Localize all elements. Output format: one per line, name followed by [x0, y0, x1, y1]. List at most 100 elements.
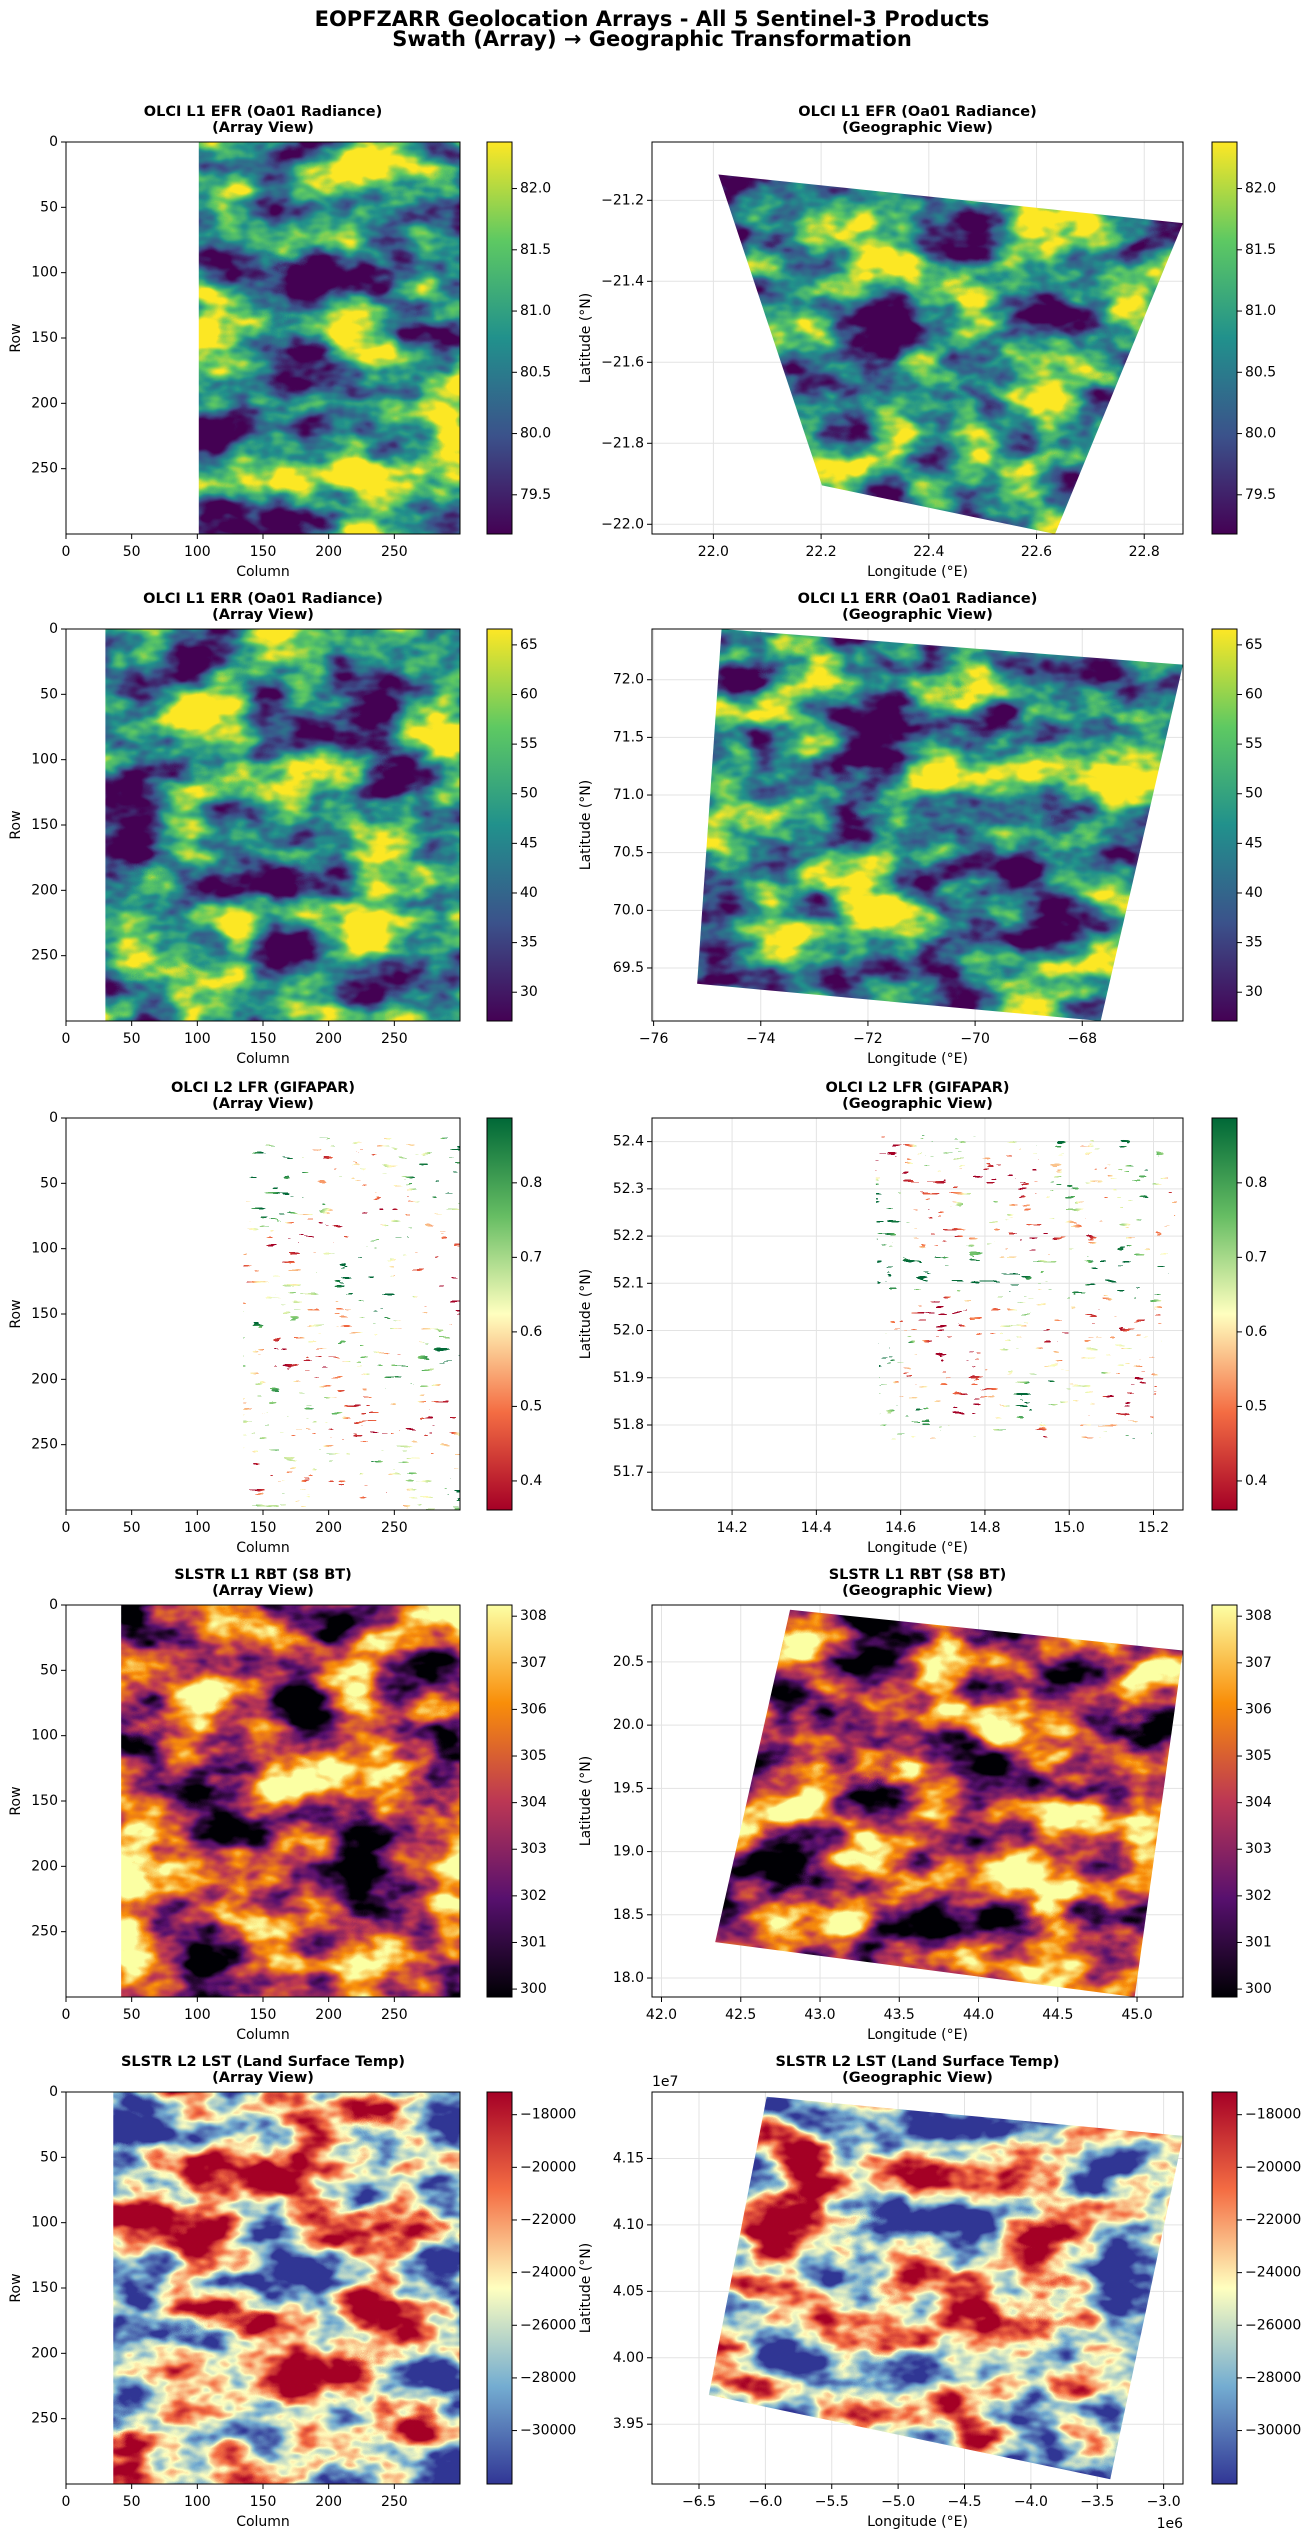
panel: SLSTR L2 LST (Land Surface Temp)(Array V… [8, 2054, 576, 2530]
y-tick-label: 0 [49, 621, 58, 637]
x-tick-label: 50 [123, 1031, 141, 1047]
y-tick-label: 150 [31, 1793, 58, 1809]
x-tick-label: 14.2 [716, 1520, 747, 1536]
y-tick-label: 71.0 [613, 787, 644, 803]
panel-title: OLCI L1 EFR (Oa01 Radiance) [798, 104, 1036, 120]
panel-subtitle: (Array View) [212, 607, 314, 623]
colorbar [486, 141, 513, 535]
colorbar-tick-label: 0.7 [520, 1249, 542, 1265]
y-tick-label: 52.2 [613, 1228, 644, 1244]
y-axis-label: Latitude (°N) [578, 1756, 594, 1846]
colorbar-tick-label: −22000 [1245, 2212, 1301, 2228]
y-tick-label: 0 [49, 1110, 58, 1126]
figure-subtitle: Swath (Array) → Geographic Transformatio… [392, 27, 912, 51]
colorbar-tick-label: 65 [520, 637, 538, 653]
x-tick-label: 22.6 [1021, 544, 1052, 560]
heatmap-field [121, 1605, 460, 1997]
panel-title: OLCI L1 ERR (Oa01 Radiance) [143, 591, 383, 607]
x-tick-label: 50 [123, 1520, 141, 1536]
y-axis-label: Row [8, 810, 24, 839]
colorbar-tick-label: 80.5 [520, 364, 551, 380]
colorbar-tick-label: 81.0 [520, 303, 551, 319]
y-axis-label: Row [8, 2273, 24, 2302]
y-offset-label: 1e7 [652, 2074, 678, 2090]
colorbar-tick-label: 302 [520, 1888, 547, 1904]
heatmap-field [875, 1133, 1183, 1440]
x-tick-label: 0 [62, 2007, 71, 2023]
colorbar [1211, 628, 1238, 1022]
panel-subtitle: (Geographic View) [842, 1583, 993, 1599]
x-axis-label: Column [236, 2514, 290, 2530]
y-tick-label: 4.10 [613, 2217, 644, 2233]
x-axis-label: Column [236, 2027, 290, 2043]
x-tick-label: 43.5 [884, 2007, 915, 2023]
x-tick-label: 22.4 [913, 544, 944, 560]
x-tick-label: 45.0 [1121, 2007, 1152, 2023]
y-tick-label: 51.8 [613, 1417, 644, 1433]
x-tick-label: 43.0 [804, 2007, 835, 2023]
colorbar-tick-label: 302 [1245, 1888, 1272, 1904]
x-tick-label: −70 [960, 1031, 990, 1047]
y-tick-label: 52.4 [613, 1134, 644, 1150]
axes-frame [651, 2091, 1184, 2485]
colorbar-tick-label: 45 [520, 835, 538, 851]
panel: SLSTR L2 LST (Land Surface Temp)(Geograp… [578, 2054, 1301, 2530]
colorbar-tick-label: 300 [520, 1981, 547, 1997]
colorbar-tick-label: 81.0 [1245, 303, 1276, 319]
x-offset-label: 1e6 [1157, 2516, 1184, 2530]
heatmap-field [697, 629, 1183, 1021]
colorbar-tick-label: 0.5 [1245, 1398, 1267, 1414]
colorbar-tick-label: 307 [1245, 1655, 1272, 1671]
panel-subtitle: (Geographic View) [842, 607, 993, 623]
y-tick-label: 20.5 [613, 1654, 644, 1670]
colorbar-tick-label: −28000 [520, 2370, 576, 2386]
heatmap-image [198, 142, 460, 534]
panel: OLCI L1 EFR (Oa01 Radiance)(Array View) 0… [8, 104, 551, 580]
panel-title: SLSTR L2 LST (Land Surface Temp) [121, 2054, 405, 2070]
y-tick-label: 20.0 [613, 1717, 644, 1733]
panel-title: SLSTR L2 LST (Land Surface Temp) [775, 2054, 1059, 2070]
x-tick-label: 150 [250, 544, 277, 560]
colorbar-tick-label: −30000 [520, 2423, 576, 2439]
heatmap-field [113, 2092, 460, 2484]
y-tick-label: 4.05 [613, 2283, 644, 2299]
y-axis-label: Latitude (°N) [578, 1269, 594, 1359]
panel-title: SLSTR L1 RBT (S8 BT) [829, 1567, 1007, 1583]
y-tick-label: 50 [40, 2149, 58, 2165]
colorbar-tick-label: 300 [1245, 1981, 1272, 1997]
y-tick-label: 200 [31, 882, 58, 898]
y-tick-label: 50 [40, 199, 58, 215]
y-tick-label: 200 [31, 1858, 58, 1874]
y-tick-label: 250 [31, 1924, 58, 1940]
x-tick-label: 100 [184, 2494, 211, 2510]
panel-subtitle: (Array View) [212, 1583, 314, 1599]
x-tick-label: 14.8 [969, 1520, 1000, 1536]
y-tick-label: 3.95 [613, 2416, 644, 2432]
heatmap-image [697, 629, 1183, 1021]
y-tick-label: −21.2 [601, 192, 644, 208]
panel: OLCI L1 ERR (Oa01 Radiance)(Geographic V… [578, 591, 1263, 1067]
x-tick-label: 15.2 [1138, 1520, 1169, 1536]
y-axis-label: Latitude (°N) [578, 293, 594, 383]
y-tick-label: 150 [31, 817, 58, 833]
colorbar-tick-label: 60 [520, 686, 538, 702]
colorbar [486, 1117, 513, 1511]
y-tick-label: 4.00 [613, 2350, 644, 2366]
x-tick-label: −68 [1067, 1031, 1097, 1047]
colorbar-tick-label: 0.5 [520, 1398, 542, 1414]
y-tick-label: 19.0 [613, 1844, 644, 1860]
colorbar-tick-label: 55 [520, 736, 538, 752]
colorbar-tick-label: 35 [1245, 935, 1263, 951]
colorbar [486, 1604, 513, 1998]
x-tick-label: −74 [746, 1031, 776, 1047]
colorbar-tick-label: 308 [520, 1608, 547, 1624]
y-tick-label: 200 [31, 1371, 58, 1387]
x-tick-label: 14.6 [885, 1520, 916, 1536]
panel: OLCI L1 EFR (Oa01 Radiance)(Geographic V… [578, 104, 1276, 580]
colorbar-tick-label: 301 [1245, 1934, 1272, 1950]
heatmap-image [113, 2092, 460, 2484]
colorbar [486, 2091, 513, 2485]
x-tick-label: 100 [184, 544, 211, 560]
x-axis-label: Longitude (°E) [867, 2514, 968, 2530]
heatmap-field [198, 142, 460, 534]
